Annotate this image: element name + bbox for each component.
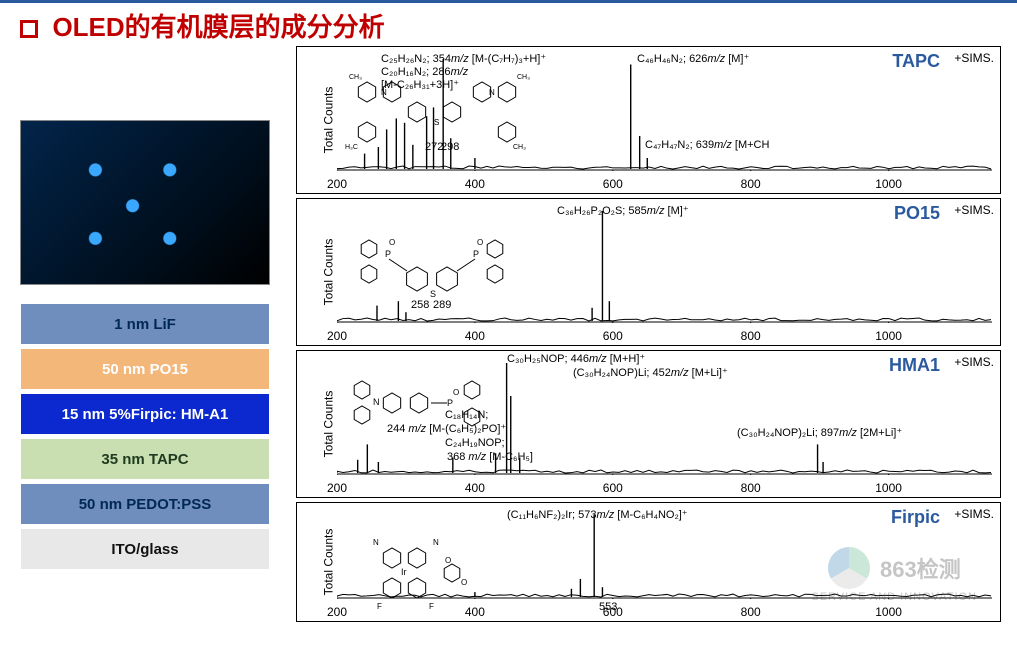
svg-text:CH₃: CH₃ (513, 144, 526, 151)
svg-text:N: N (373, 538, 379, 547)
spectrum-panel: Total CountsFirpic+SIMS.2004006008001000… (296, 502, 1001, 622)
x-tick-label: 400 (465, 329, 485, 343)
x-tick-label: 800 (741, 329, 761, 343)
svg-text:F: F (377, 602, 382, 611)
peak-annotation: C₄₇H₄₇N₂; 639m/z [M+CH (645, 139, 769, 152)
svg-text:N: N (489, 88, 495, 97)
x-tick-label: 600 (603, 329, 623, 343)
peak-annotation: (C₃₀H₂₄NOP)₂Li; 897m/z [2M+Li]⁺ (737, 427, 902, 440)
svg-text:Ir: Ir (401, 567, 407, 577)
svg-text:O: O (445, 556, 451, 565)
svg-text:S: S (434, 118, 439, 127)
title-bullet-icon (20, 20, 38, 38)
svg-text:N: N (381, 88, 387, 97)
title-bar: OLED的有机膜层的成分分析 (0, 0, 1017, 52)
spectrum-panel: Total CountsHMA1+SIMS.2004006008001000C₃… (296, 350, 1001, 498)
x-tick-label: 200 (327, 481, 347, 495)
x-tick-label: 1000 (875, 329, 902, 343)
y-axis-label: Total Counts (321, 87, 335, 154)
x-tick-label: 600 (603, 481, 623, 495)
stack-layer: 50 nm PO15 (20, 348, 270, 390)
svg-text:S: S (430, 289, 436, 299)
device-stack: 1 nm LiF50 nm PO1515 nm 5%Firpic: HM-A13… (20, 303, 270, 570)
svg-text:O: O (389, 238, 395, 247)
svg-text:CH₃: CH₃ (349, 74, 362, 81)
x-tick-label: 200 (327, 177, 347, 191)
spectra-column: Total CountsTAPC+SIMS.2004006008001000C₂… (296, 46, 1001, 626)
svg-text:P: P (447, 398, 453, 408)
svg-text:O: O (477, 238, 483, 247)
stack-layer: 1 nm LiF (20, 303, 270, 345)
svg-text:O: O (453, 388, 459, 397)
peak-annotation: C₃₆H₂₆P₂O₂S; 585m/z [M]⁺ (557, 205, 689, 218)
x-tick-label: 600 (603, 177, 623, 191)
stack-layer: 50 nm PEDOT:PSS (20, 483, 270, 525)
peak-annotation: (C₁₁H₆NF₂)₂Ir; 573m/z [M-C₆H₄NO₂]⁺ (507, 509, 688, 522)
y-axis-label: Total Counts (321, 391, 335, 458)
x-tick-label: 1000 (875, 177, 902, 191)
x-tick-label: 1000 (875, 481, 902, 495)
svg-text:H₃C: H₃C (345, 144, 358, 151)
svg-text:P: P (473, 249, 479, 259)
spectrum-panel: Total CountsPO15+SIMS.2004006008001000C₃… (296, 198, 1001, 346)
peak-annotation: C₂₅H₂₆N₂; 354m/z [M-(C₇H₇)₃+H]⁺ (381, 53, 546, 66)
svg-text:CH₃: CH₃ (517, 74, 530, 81)
peak-annotation: 553 (599, 601, 617, 614)
svg-text:O: O (461, 578, 467, 587)
stack-layer: ITO/glass (20, 528, 270, 570)
svg-text:N: N (373, 397, 380, 407)
svg-text:P: P (385, 249, 391, 259)
spectrum-panel: Total CountsTAPC+SIMS.2004006008001000C₂… (296, 46, 1001, 194)
peak-annotation: (C₃₀H₂₄NOP)Li; 452m/z [M+Li]⁺ (573, 367, 728, 380)
x-tick-label: 1000 (875, 605, 902, 619)
peak-annotation: C₃₀H₂₅NOP; 446m/z [M+H]⁺ (507, 353, 645, 366)
x-tick-label: 200 (327, 329, 347, 343)
peak-annotation: C₄₆H₄₆N₂; 626m/z [M]⁺ (637, 53, 749, 66)
x-tick-label: 800 (741, 481, 761, 495)
stack-layer: 15 nm 5%Firpic: HM-A1 (20, 393, 270, 435)
svg-text:F: F (429, 602, 434, 611)
svg-text:N: N (433, 538, 439, 547)
y-axis-label: Total Counts (321, 529, 335, 596)
left-column: 1 nm LiF50 nm PO1515 nm 5%Firpic: HM-A13… (20, 120, 270, 570)
page-title: OLED的有机膜层的成分分析 (52, 12, 384, 42)
y-axis-label: Total Counts (321, 239, 335, 306)
x-tick-label: 400 (465, 177, 485, 191)
oled-photo (20, 120, 270, 285)
stack-layer: 35 nm TAPC (20, 438, 270, 480)
x-tick-label: 400 (465, 481, 485, 495)
x-tick-label: 800 (741, 605, 761, 619)
peak-annotation: 368 m/z [M-C₆H₅] (447, 451, 533, 464)
x-tick-label: 800 (741, 177, 761, 191)
